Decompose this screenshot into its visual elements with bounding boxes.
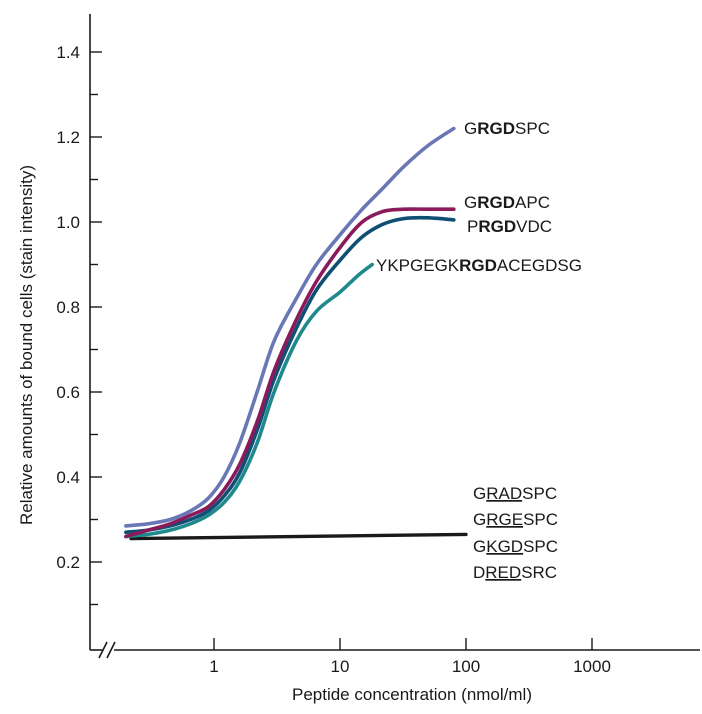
series-label-grgdspc: GRGDSPC (464, 119, 550, 138)
y-tick-label: 1.0 (56, 213, 80, 232)
x-tick-label: 100 (452, 657, 480, 676)
control-label: GRGESPC (473, 510, 558, 529)
series-prgdvdc-line (124, 215, 456, 535)
series-label-grgdapc: GRGDAPC (464, 193, 550, 212)
y-tick-label: 0.2 (56, 553, 80, 572)
x-axis-title: Peptide concentration (nmol/ml) (292, 685, 532, 704)
y-tick-label: 0.8 (56, 298, 80, 317)
series-label-ykpgegk: YKPGEGKRGDACEGDSG (376, 256, 582, 275)
control-label: DREDSRC (473, 563, 557, 582)
series-ykpgegk-line (124, 262, 374, 539)
x-tick-label: 1000 (573, 657, 611, 676)
series-grgdspc-line (124, 126, 456, 528)
series-controls-line (129, 532, 468, 541)
y-tick-label: 0.6 (56, 383, 80, 402)
y-tick-label: 1.2 (56, 128, 80, 147)
axis-break-mark (98, 641, 116, 659)
labels-layer: GRGDSPC GRGDAPC PRGDVDC YKPGEGKRGDACEGDSG GR… (376, 119, 582, 582)
series-label-prgdvdc: PRGDVDC (467, 217, 552, 236)
y-tick-label: 0.4 (56, 468, 80, 487)
series-grgdapc-line (124, 207, 456, 539)
x-tick-label: 10 (331, 657, 350, 676)
x-tick-label: 1 (209, 657, 218, 676)
control-label: GKGDSPC (473, 537, 558, 556)
control-label: GRADSPC (473, 484, 557, 503)
y-axis-title: Relative amounts of bound cells (stain i… (17, 165, 36, 525)
axes: 0.2 0.4 0.6 0.8 1.0 1.2 1.4 1 10 100 1000 (56, 14, 700, 676)
y-tick-label: 1.4 (56, 43, 80, 62)
series-layer (124, 126, 468, 541)
